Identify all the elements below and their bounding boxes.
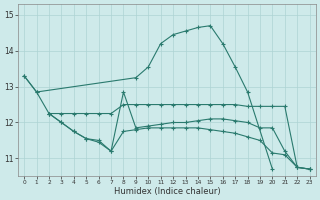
X-axis label: Humidex (Indice chaleur): Humidex (Indice chaleur) [114, 187, 220, 196]
